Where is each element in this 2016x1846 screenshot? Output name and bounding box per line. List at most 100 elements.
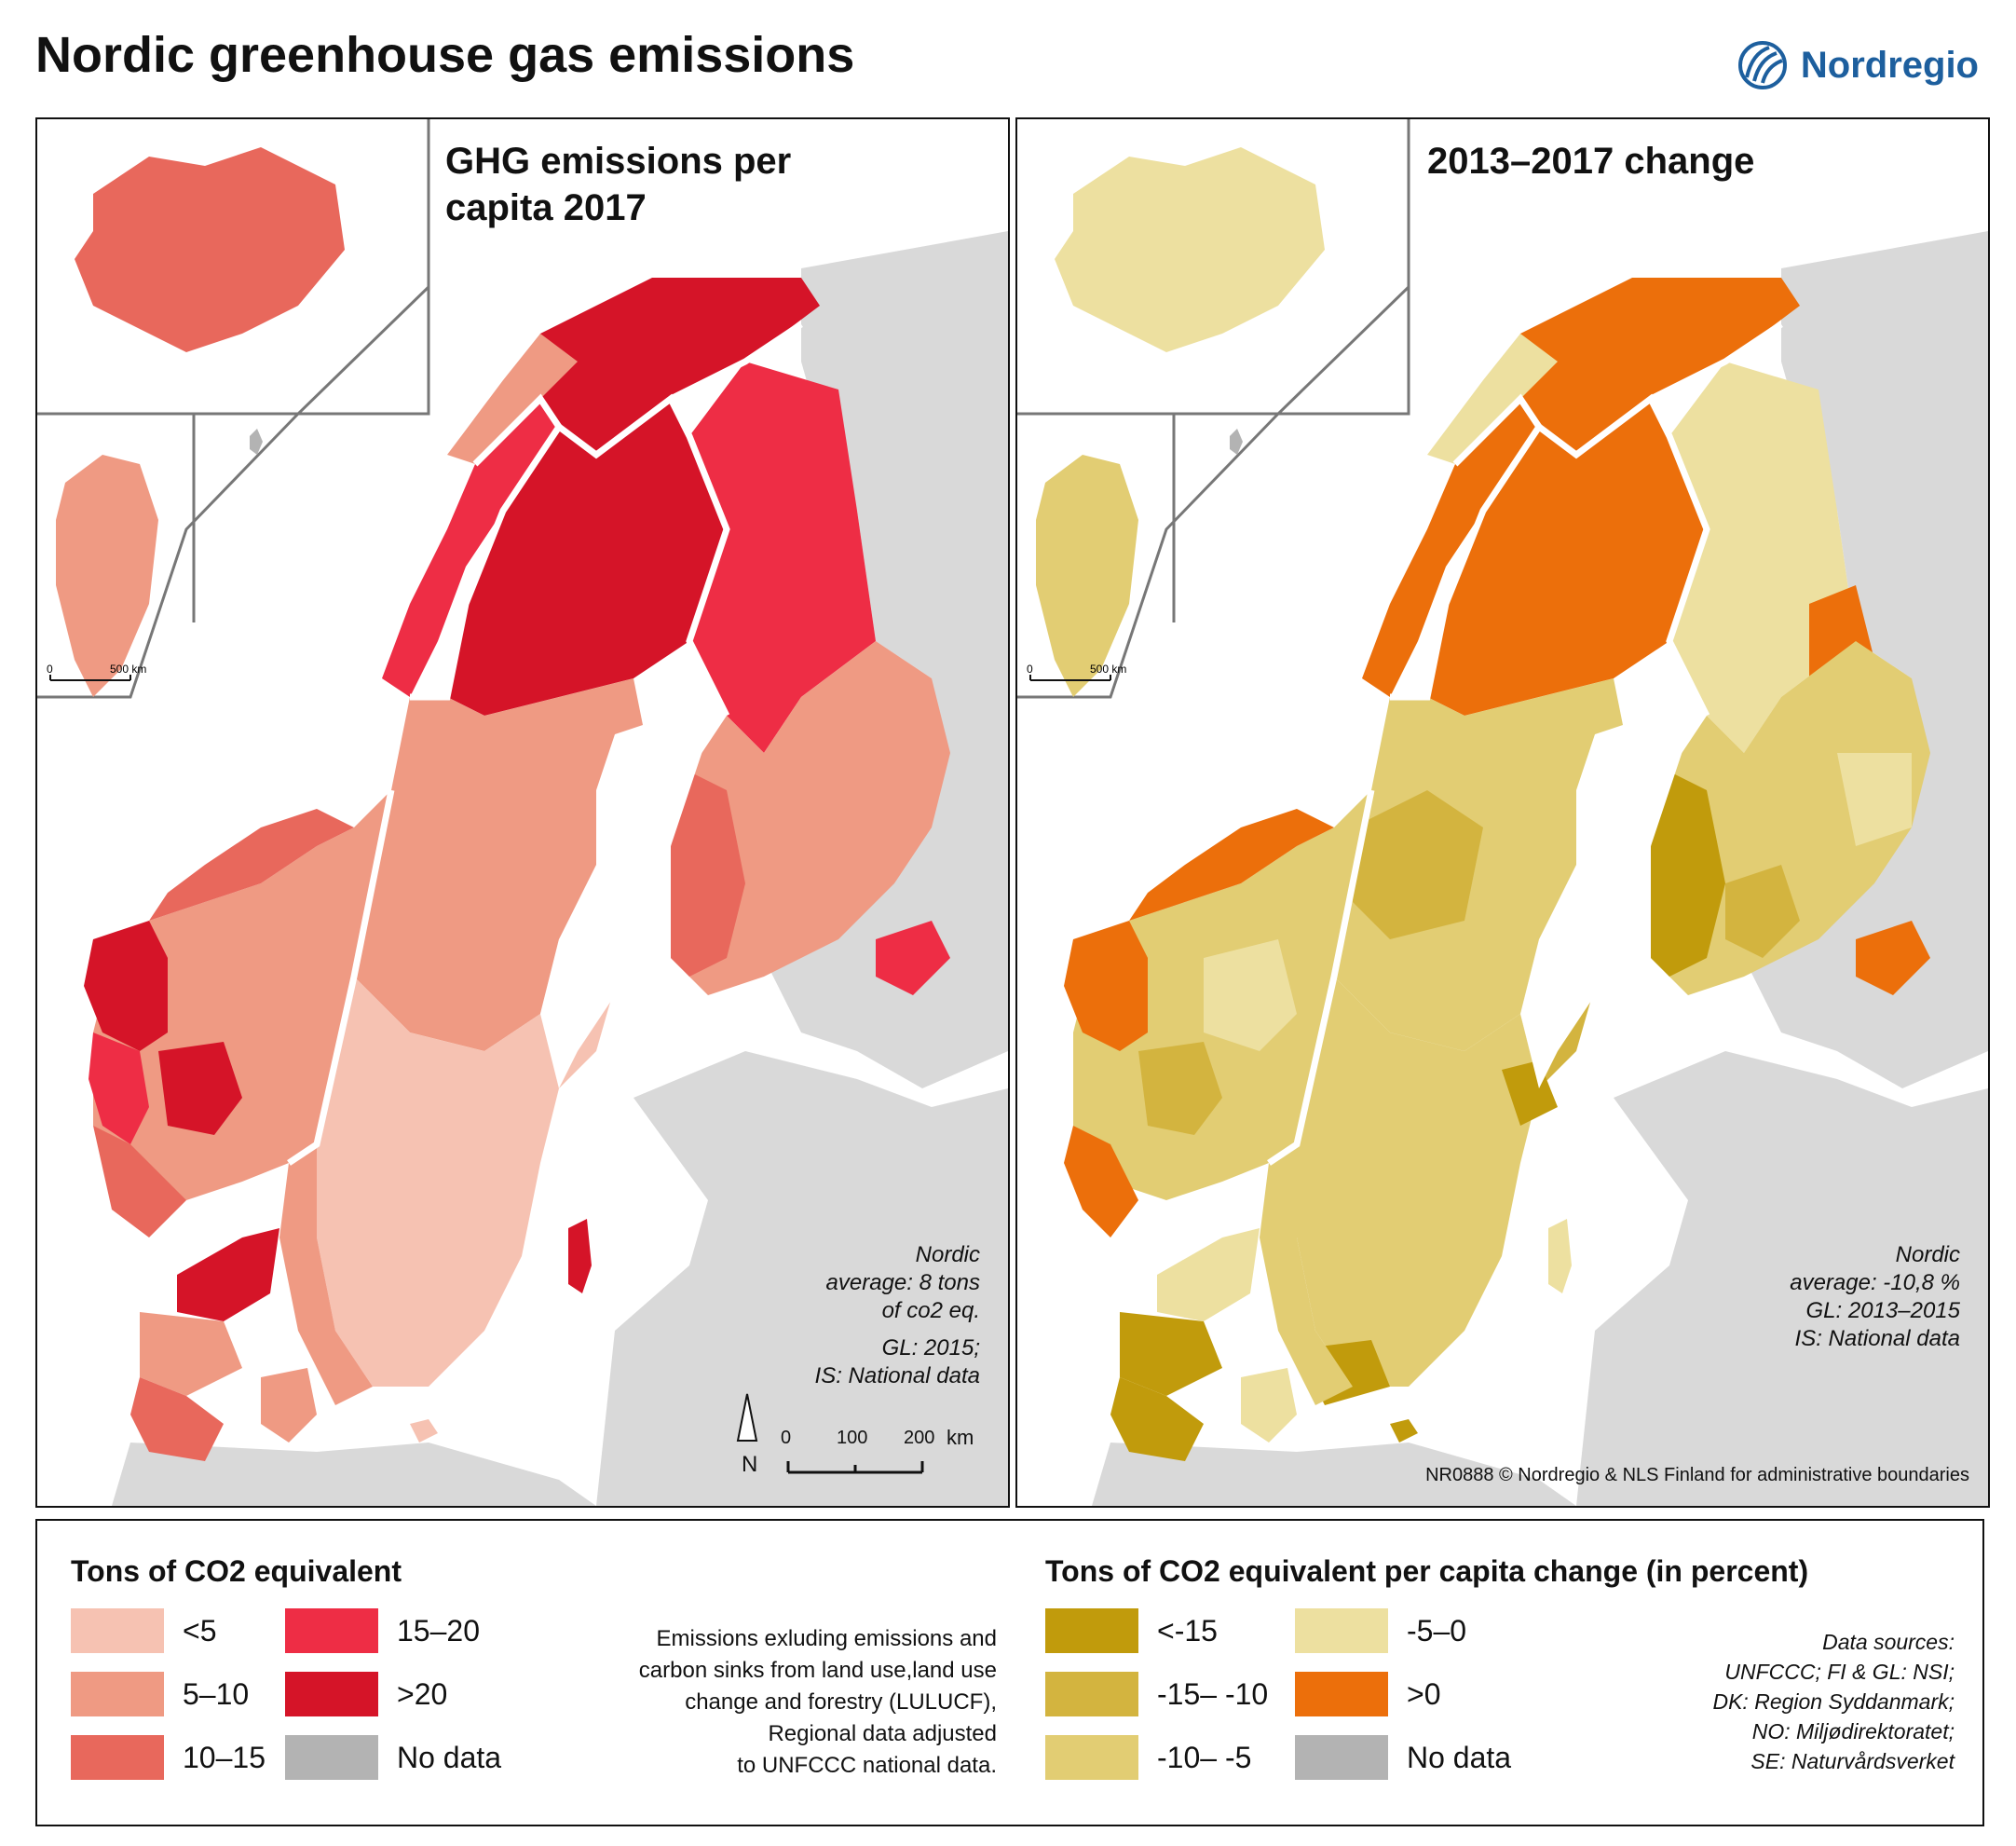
- iceland: [75, 147, 345, 352]
- north-arrow-icon: [736, 1393, 758, 1442]
- legend-label: <-15: [1157, 1614, 1218, 1648]
- region-no-telemark: [1138, 1042, 1222, 1135]
- region-se-central: [354, 678, 652, 1051]
- region-dk-syd: [1110, 1377, 1204, 1461]
- legend-source-line: NO: Miljødirektoratet;: [1751, 1719, 1955, 1743]
- legend-label: 5–10: [183, 1677, 250, 1711]
- region-fi-west: [671, 772, 745, 977]
- legend-note-line: to UNFCCC national data.: [737, 1753, 997, 1778]
- left-note-line: average: 8 tons: [825, 1270, 980, 1295]
- region-fi-east: [1837, 753, 1912, 846]
- region-fi-west: [1651, 772, 1725, 977]
- border-fi-no: [669, 321, 803, 403]
- legend-label: No data: [1407, 1741, 1512, 1774]
- region-no-north: [522, 278, 820, 455]
- scale-tick-0: 0: [781, 1428, 792, 1448]
- gulf-of-bothnia: [1520, 716, 1688, 1088]
- baltic-land: [596, 1051, 1008, 1506]
- gulf-of-bothnia: [540, 716, 708, 1088]
- legend-swatch: [1295, 1608, 1388, 1653]
- legend-swatch: [1045, 1672, 1138, 1716]
- region-dk-bornholm: [1390, 1419, 1418, 1443]
- legend-swatch: [1045, 1735, 1138, 1780]
- region-se-gotland: [568, 1219, 592, 1293]
- region-no-nordland: [1362, 380, 1539, 697]
- page-title: Nordic greenhouse gas emissions: [35, 27, 855, 83]
- left-note-line: Nordic: [915, 1242, 980, 1267]
- legend-label: -15– -10: [1157, 1677, 1269, 1711]
- legend-label: No data: [397, 1741, 502, 1774]
- legend-swatch: [1295, 1672, 1388, 1716]
- scale-tick-100: 100: [837, 1428, 868, 1448]
- right-note-line: Nordic: [1895, 1242, 1960, 1267]
- greenland: [1036, 455, 1138, 697]
- germany-land: [1092, 1443, 1576, 1506]
- legend-note-line: Regional data adjusted: [768, 1721, 997, 1746]
- region-dk-midt: [140, 1312, 242, 1396]
- legend-label: 15–20: [397, 1614, 480, 1648]
- region-no-troms: [1427, 334, 1558, 464]
- legend: Tons of CO2 equivalent <5 5–10 10–15 15–…: [35, 1519, 1984, 1826]
- left-note-line: of co2 eq.: [881, 1298, 980, 1323]
- inset-scale-tick-1: 500 km: [110, 663, 146, 676]
- north-label: N: [742, 1452, 758, 1477]
- legend-left-title: Tons of CO2 equivalent: [71, 1554, 402, 1588]
- legend-label: >0: [1407, 1677, 1441, 1711]
- legend-note-line: Emissions exluding emissions and: [656, 1626, 997, 1651]
- right-note-line: GL: 2013–2015: [1805, 1298, 1960, 1323]
- region-dk-midt: [1120, 1312, 1222, 1396]
- legend-swatch: [71, 1672, 164, 1716]
- region-no-rogaland: [89, 1032, 149, 1144]
- region-se-jamtland: [1353, 790, 1483, 939]
- region-no-troms: [447, 334, 578, 464]
- border-se-fi: [556, 393, 730, 718]
- region-se-norrbotten: [447, 399, 727, 716]
- inset-diagonal: [1017, 119, 1410, 699]
- region-dk-bornholm: [410, 1419, 438, 1443]
- border-no-se: [287, 393, 564, 1166]
- legend-label: -10– -5: [1157, 1741, 1252, 1774]
- region-se-central: [1334, 678, 1632, 1051]
- legend-swatch: [1045, 1608, 1138, 1653]
- left-map-heading-line1: GHG emissions per: [445, 141, 792, 182]
- region-no-more-romsdal: [1129, 809, 1334, 921]
- inset-scale-tick-1: 500 km: [1090, 663, 1126, 676]
- inset-scale-bar: [1029, 675, 1111, 681]
- faroe-islands: [1230, 429, 1243, 455]
- greenland: [56, 455, 158, 697]
- region-fi-central: [1725, 865, 1800, 958]
- region-no-vestland: [84, 921, 168, 1051]
- region-dk-sjaelland: [1241, 1368, 1297, 1443]
- legend-label: >20: [397, 1677, 448, 1711]
- right-note-line: average: -10,8 %: [1790, 1270, 1960, 1295]
- scale-unit: km: [947, 1426, 974, 1449]
- region-fi-kymenlaakso: [876, 921, 950, 995]
- legend-source-line: UNFCCC; FI & GL: NSI;: [1724, 1660, 1955, 1684]
- faroe-islands: [250, 429, 263, 455]
- region-fi-lapland: [689, 362, 876, 753]
- legend-label: 10–15: [183, 1741, 266, 1774]
- region-no-innlandet: [1204, 939, 1297, 1051]
- left-map-panel: 0 500 km GHG emissions per capita 2017 N…: [35, 117, 1010, 1508]
- legend-label: <5: [183, 1614, 217, 1648]
- scale-bar: [786, 1461, 924, 1474]
- region-no-nordland: [382, 380, 559, 697]
- left-note-line: GL: 2015;: [881, 1335, 980, 1361]
- region-no-rogaland: [1064, 1126, 1138, 1238]
- right-map: 0 500 km: [1017, 119, 1988, 1506]
- region-dk-north: [1157, 1228, 1260, 1321]
- brand-name: Nordregio: [1800, 44, 1979, 86]
- region-fi-south: [671, 641, 950, 995]
- region-se-norrbotten: [1427, 399, 1707, 716]
- legend-swatch: [71, 1735, 164, 1780]
- region-no-telemark: [158, 1042, 242, 1135]
- scale-tick-200: 200: [904, 1428, 935, 1448]
- region-se-vastra: [279, 1144, 373, 1405]
- inset-scale-bar: [49, 675, 131, 681]
- legend-source-line: Data sources:: [1822, 1630, 1955, 1654]
- right-note-line: IS: National data: [1794, 1326, 1960, 1351]
- inset-scale-tick-0: 0: [47, 663, 53, 676]
- legend-note-line: change and forestry (LULUCF),: [685, 1689, 997, 1715]
- region-se-south: [1297, 977, 1539, 1387]
- region-se-vastra: [1260, 1144, 1353, 1405]
